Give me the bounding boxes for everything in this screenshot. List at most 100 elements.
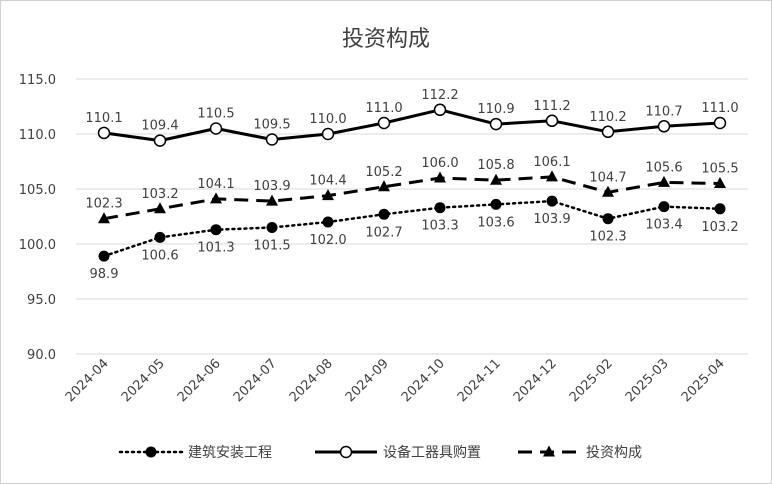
x-tick-label: 2024-08 — [287, 356, 336, 405]
data-point — [378, 180, 390, 192]
y-axis: 90.0 95.0 100.0 105.0 110.0 115.0 — [19, 73, 56, 363]
data-point — [378, 208, 390, 220]
data-label: 106.1 — [533, 155, 570, 170]
data-point — [658, 201, 670, 213]
data-point — [546, 170, 558, 182]
x-tick-label: 2024-09 — [343, 356, 392, 405]
data-label: 101.3 — [197, 241, 234, 256]
data-label: 106.0 — [421, 156, 458, 171]
data-point — [210, 224, 222, 236]
data-point — [266, 222, 278, 233]
legend-label: 投资构成 — [586, 445, 642, 461]
chart-title: 投资构成 — [342, 27, 430, 52]
data-label: 111.2 — [533, 99, 570, 114]
data-label: 105.6 — [645, 160, 682, 175]
data-point — [490, 173, 502, 185]
data-point — [434, 171, 446, 183]
data-label: 104.1 — [197, 177, 234, 192]
data-point — [714, 177, 726, 188]
data-label: 105.2 — [365, 165, 402, 180]
data-point — [266, 194, 278, 206]
legend-marker — [543, 445, 555, 457]
data-point — [714, 203, 726, 215]
data-label: 110.2 — [589, 110, 626, 125]
y-tick-label: 90.0 — [27, 348, 56, 363]
data-label: 110.0 — [309, 112, 346, 127]
x-tick-label: 2024-06 — [175, 356, 224, 405]
series-line — [102, 199, 722, 258]
data-point — [546, 195, 558, 207]
data-point — [153, 134, 167, 147]
data-point — [377, 116, 391, 130]
data-point — [602, 185, 614, 197]
data-label: 111.0 — [365, 101, 402, 116]
series-line — [103, 108, 721, 143]
data-point — [154, 231, 166, 243]
data-label: 103.6 — [477, 215, 514, 230]
data-label: 103.3 — [421, 219, 458, 234]
data-label: 103.9 — [533, 212, 570, 227]
legend-marker — [145, 446, 157, 458]
data-label: 102.3 — [85, 197, 122, 212]
legend-label: 建筑安装工程 — [188, 445, 272, 461]
data-point — [713, 116, 727, 130]
data-label: 102.3 — [589, 230, 626, 245]
y-tick-label: 105.0 — [19, 183, 56, 198]
legend-marker — [339, 445, 353, 459]
data-point — [602, 213, 614, 225]
data-label: 105.8 — [477, 158, 514, 173]
data-label: 104.7 — [589, 170, 626, 185]
data-point — [265, 133, 279, 146]
x-tick-label: 2024-07 — [231, 356, 280, 405]
y-tick-label: 110.0 — [19, 128, 56, 143]
x-tick-label: 2024-11 — [455, 356, 504, 405]
data-label: 109.5 — [253, 118, 290, 133]
data-point — [657, 120, 671, 133]
x-axis: 2024-04 2024-05 2024-06 2024-07 2024-08 2024-… — [63, 356, 728, 405]
x-tick-label: 2024-12 — [511, 356, 560, 405]
data-point — [209, 122, 223, 135]
y-tick-label: 115.0 — [19, 73, 56, 88]
data-point — [154, 202, 166, 214]
x-tick-label: 2024-04 — [63, 356, 112, 405]
x-tick-label: 2025-02 — [567, 356, 616, 405]
data-point — [322, 216, 334, 228]
data-label: 103.2 — [141, 187, 178, 202]
data-labels: 98.9 100.6 101.3 101.5 102.0 102.7 103.3 103.6 1… — [85, 88, 738, 282]
data-label: 112.2 — [421, 88, 458, 103]
y-tick-label: 95.0 — [27, 293, 56, 308]
data-point — [322, 189, 334, 201]
series-line — [103, 175, 721, 221]
data-label: 102.0 — [309, 233, 346, 248]
y-tick-label: 100.0 — [19, 238, 56, 253]
x-tick-label: 2025-04 — [679, 356, 728, 405]
data-label: 111.0 — [701, 101, 738, 116]
series-group — [97, 103, 727, 262]
data-label: 104.4 — [309, 174, 346, 189]
data-point — [98, 212, 110, 224]
data-label: 100.6 — [141, 248, 178, 263]
data-label: 103.2 — [701, 220, 738, 235]
x-tick-label: 2024-05 — [119, 356, 168, 405]
data-point — [489, 117, 503, 131]
data-point — [321, 127, 335, 141]
x-tick-label: 2025-03 — [623, 356, 672, 405]
data-label: 110.5 — [197, 107, 234, 122]
data-point — [545, 114, 559, 128]
data-point — [97, 126, 111, 140]
data-point — [434, 202, 446, 214]
data-point — [601, 125, 615, 139]
data-label: 101.5 — [253, 239, 290, 254]
legend: 建筑安装工程 设备工器具购置 投资构成 — [118, 444, 642, 461]
data-label: 109.4 — [141, 119, 178, 134]
data-label: 103.4 — [645, 218, 682, 233]
data-point — [658, 175, 670, 187]
legend-label: 设备工器具购置 — [383, 444, 481, 461]
data-point — [490, 198, 502, 210]
data-point — [210, 192, 222, 204]
data-label: 110.9 — [477, 102, 514, 117]
data-point — [98, 250, 110, 262]
data-label: 110.7 — [645, 104, 682, 119]
